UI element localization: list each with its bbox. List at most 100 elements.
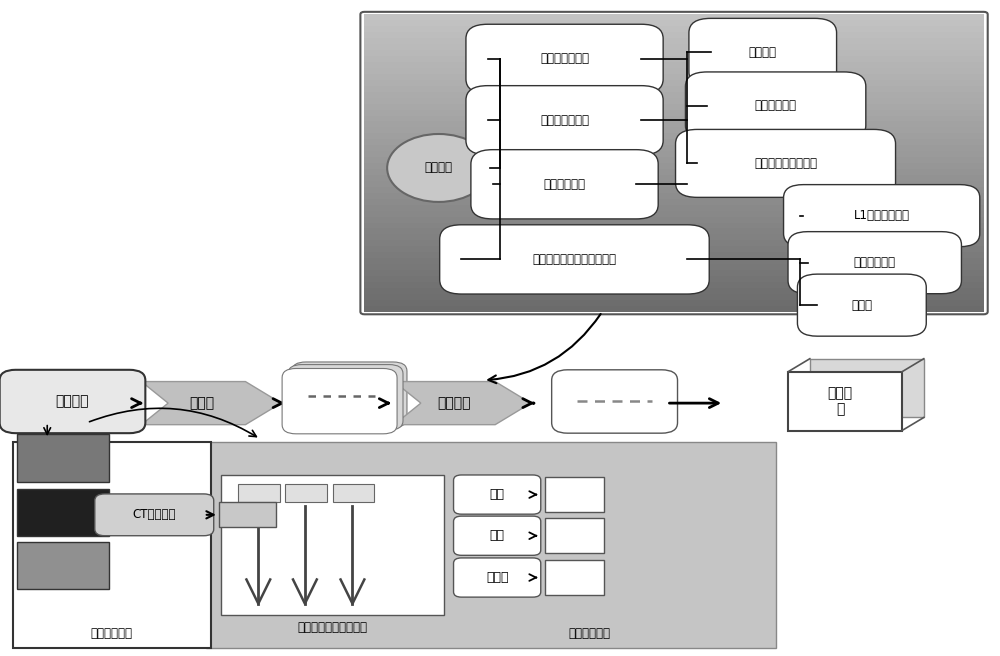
- Polygon shape: [394, 382, 531, 424]
- FancyBboxPatch shape: [292, 362, 407, 427]
- Text: 特征提取: 特征提取: [437, 396, 470, 410]
- Bar: [285, 484, 327, 502]
- Text: CT影像分析: CT影像分析: [133, 508, 176, 522]
- Bar: [364, 92, 984, 98]
- Bar: [788, 372, 902, 430]
- Bar: [364, 74, 984, 80]
- Bar: [364, 222, 984, 228]
- Bar: [364, 258, 984, 264]
- FancyBboxPatch shape: [685, 72, 866, 140]
- Bar: [364, 181, 984, 187]
- Bar: [364, 26, 984, 32]
- Text: 随机稀疏模型: 随机稀疏模型: [854, 256, 896, 269]
- Bar: [364, 294, 984, 300]
- FancyBboxPatch shape: [454, 475, 541, 514]
- Text: 去噪: 去噪: [490, 488, 505, 501]
- Bar: [364, 306, 984, 312]
- Bar: [364, 110, 984, 115]
- FancyArrowPatch shape: [44, 426, 51, 434]
- Bar: [364, 127, 984, 133]
- FancyBboxPatch shape: [471, 150, 658, 219]
- Bar: [17, 543, 109, 589]
- Bar: [364, 104, 984, 110]
- Text: 递归特征消除: 递归特征消除: [544, 178, 586, 191]
- Bar: [221, 475, 444, 615]
- Text: 归一化: 归一化: [486, 571, 508, 584]
- Text: 基于模型的特征排序: 基于模型的特征排序: [754, 157, 817, 170]
- Text: 树模型: 树模型: [851, 298, 872, 312]
- Bar: [364, 20, 984, 26]
- Bar: [364, 228, 984, 234]
- FancyBboxPatch shape: [95, 494, 214, 536]
- Bar: [364, 32, 984, 38]
- Bar: [364, 270, 984, 276]
- Bar: [364, 211, 984, 216]
- FancyBboxPatch shape: [282, 369, 397, 434]
- Bar: [364, 276, 984, 282]
- Bar: [364, 133, 984, 139]
- FancyBboxPatch shape: [288, 365, 403, 430]
- FancyBboxPatch shape: [466, 86, 663, 155]
- Bar: [364, 121, 984, 127]
- Text: 原始数据: 原始数据: [56, 394, 89, 409]
- FancyBboxPatch shape: [0, 370, 145, 433]
- Bar: [364, 300, 984, 306]
- FancyBboxPatch shape: [797, 274, 926, 336]
- Bar: [364, 139, 984, 145]
- FancyBboxPatch shape: [440, 225, 709, 294]
- Bar: [238, 484, 280, 502]
- Bar: [364, 62, 984, 68]
- Bar: [364, 193, 984, 199]
- Bar: [364, 98, 984, 104]
- Bar: [364, 205, 984, 211]
- Bar: [364, 216, 984, 222]
- Bar: [364, 151, 984, 157]
- Bar: [545, 477, 604, 512]
- Bar: [13, 442, 211, 648]
- Bar: [364, 252, 984, 258]
- Bar: [364, 169, 984, 175]
- Bar: [17, 489, 109, 536]
- Bar: [364, 246, 984, 252]
- FancyBboxPatch shape: [788, 232, 961, 294]
- FancyBboxPatch shape: [454, 516, 541, 556]
- FancyArrowPatch shape: [488, 314, 601, 383]
- Bar: [364, 282, 984, 288]
- FancyBboxPatch shape: [784, 184, 980, 247]
- Bar: [364, 157, 984, 163]
- FancyBboxPatch shape: [466, 24, 663, 94]
- Bar: [364, 80, 984, 86]
- Bar: [364, 56, 984, 62]
- Text: 特征选取: 特征选取: [425, 161, 453, 174]
- Text: 均値: 均値: [490, 529, 505, 543]
- Bar: [364, 240, 984, 246]
- FancyBboxPatch shape: [676, 129, 896, 197]
- FancyBboxPatch shape: [552, 370, 678, 433]
- Text: 基于机器学习模型选择特性: 基于机器学习模型选择特性: [532, 253, 616, 266]
- Bar: [364, 264, 984, 270]
- Bar: [364, 68, 984, 74]
- FancyArrowPatch shape: [89, 408, 256, 437]
- Text: 最大信息系数: 最大信息系数: [755, 100, 797, 112]
- Bar: [364, 14, 984, 20]
- Bar: [364, 86, 984, 92]
- Text: 预测模
型: 预测模 型: [827, 386, 853, 417]
- Bar: [364, 115, 984, 121]
- Bar: [206, 442, 776, 648]
- Bar: [364, 50, 984, 56]
- Bar: [364, 288, 984, 294]
- Bar: [364, 175, 984, 181]
- Bar: [545, 518, 604, 554]
- Bar: [17, 434, 109, 482]
- Bar: [219, 502, 276, 527]
- Text: 最终有效数据: 最终有效数据: [568, 627, 610, 640]
- Bar: [364, 199, 984, 205]
- Bar: [333, 484, 374, 502]
- Text: L1范数线性模型: L1范数线性模型: [854, 209, 910, 222]
- Text: 模板标定法提取有效值: 模板标定法提取有效值: [297, 621, 367, 634]
- Text: 移除低方差特征: 移除低方差特征: [540, 52, 589, 66]
- Bar: [364, 38, 984, 44]
- Bar: [810, 359, 924, 417]
- Text: 卡方检验: 卡方检验: [749, 46, 777, 59]
- Polygon shape: [141, 382, 281, 424]
